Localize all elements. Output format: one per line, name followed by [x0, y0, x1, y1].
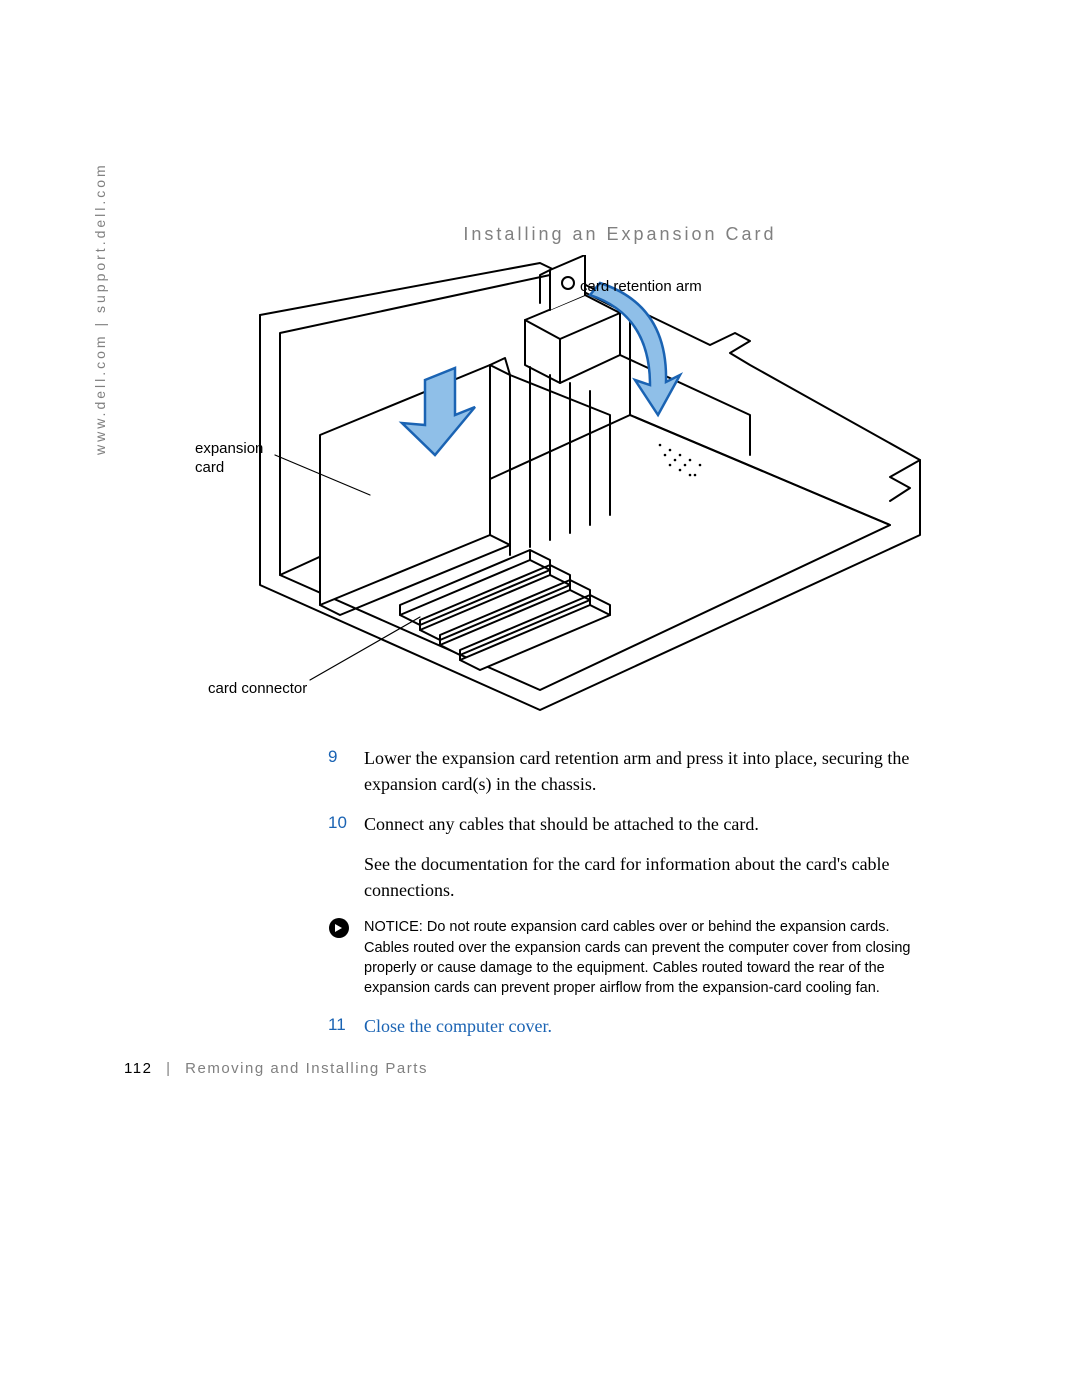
steps-list: 9 Lower the expansion card retention arm… — [328, 745, 928, 1053]
expansion-card-diagram — [190, 255, 930, 715]
section-title: Installing an Expansion Card — [320, 224, 920, 245]
notice-icon — [328, 917, 364, 998]
step-number: 11 — [328, 1013, 364, 1039]
label-expansion-card: expansion card — [195, 440, 275, 478]
notice-body: Do not route expansion card cables over … — [364, 919, 910, 996]
notice-prefix: NOTICE: — [364, 919, 423, 935]
notice-block: NOTICE: Do not route expansion card cabl… — [328, 917, 928, 998]
step-10-subtext: See the documentation for the card for i… — [364, 851, 928, 903]
step-text: Connect any cables that should be attach… — [364, 811, 928, 837]
step-10: 10 Connect any cables that should be att… — [328, 811, 928, 837]
footer-separator: | — [166, 1060, 171, 1077]
chapter-title: Removing and Installing Parts — [185, 1060, 428, 1077]
label-card-retention-arm: card retention arm — [580, 278, 702, 297]
step-11: 11 Close the computer cover. — [328, 1013, 928, 1039]
step-text: Lower the expansion card retention arm a… — [364, 745, 928, 797]
page-footer: 112 | Removing and Installing Parts — [124, 1060, 428, 1077]
sidebar-url-text: www.dell.com | support.dell.com — [92, 162, 108, 455]
step-number: 9 — [328, 745, 364, 797]
page-number: 112 — [124, 1060, 152, 1077]
step-9: 9 Lower the expansion card retention arm… — [328, 745, 928, 797]
notice-text: NOTICE: Do not route expansion card cabl… — [364, 917, 928, 998]
step-number: 10 — [328, 811, 364, 837]
step-11-link[interactable]: Close the computer cover. — [364, 1013, 928, 1039]
label-card-connector: card connector — [208, 680, 307, 699]
